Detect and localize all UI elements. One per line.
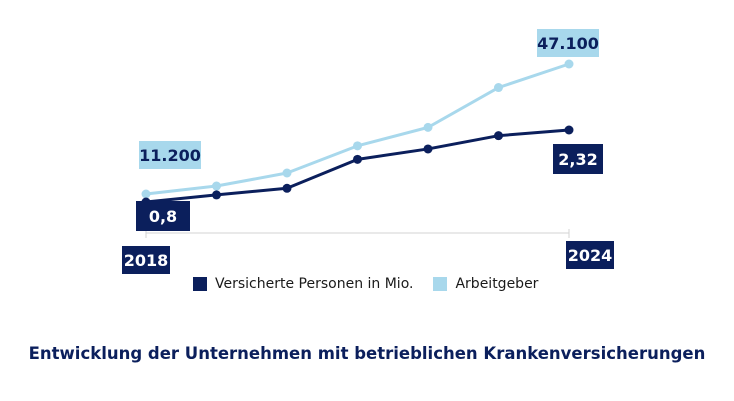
point-versicherte-2022 [423,144,433,154]
x-tick-label-2024: 2024 [568,246,613,265]
point-arbeitgeber-2024 [564,59,574,69]
data-label-versicherte-2018-box [136,201,190,231]
point-versicherte-2023 [494,131,503,141]
data-label-arbeitgeber-2024: 47.100 [537,34,599,53]
series-line-arbeitgeber [144,62,571,196]
legend-label-versicherte: Versicherte Personen in Mio. [215,276,414,292]
chart-caption: Entwicklung der Unternehmen mit betriebl… [28,344,706,363]
data-label-versicherte-2018: 0,8 [149,207,177,226]
legend-item-arbeitgeber: Arbeitgeber [433,276,538,292]
point-arbeitgeber-2023 [494,83,503,93]
data-label-arbeitgeber-2018: 11.200 [139,146,201,165]
data-label-arbeitgeber-2018-box [139,141,201,169]
legend-swatch-arbeitgeber [433,277,448,291]
point-arbeitgeber-2018 [141,189,151,199]
point-arbeitgeber-2021 [353,141,362,151]
legend-label-arbeitgeber: Arbeitgeber [455,276,539,292]
legend-swatch-versicherte [193,277,207,291]
x-tick-label-2018-box [122,246,170,274]
series-line-versicherte [144,128,571,204]
point-versicherte-2019 [212,190,221,200]
point-arbeitgeber-2019 [212,181,221,191]
legend-item-versicherte: Versicherte Personen in Mio. [193,276,413,292]
data-label-arbeitgeber-2024-box [537,29,599,57]
point-versicherte-2021 [353,154,362,164]
point-versicherte-2020 [282,183,292,193]
point-arbeitgeber-2020 [282,168,292,178]
data-label-versicherte-2024-box [553,144,603,174]
x-tick-label-2024-box [566,241,614,269]
x-tick-label-2018: 2018 [124,251,169,270]
point-arbeitgeber-2022 [423,122,433,132]
point-versicherte-2024 [564,125,574,135]
legend: Versicherte Personen in Mio. Arbeitgeber [193,276,538,292]
data-label-versicherte-2024: 2,32 [558,150,597,169]
